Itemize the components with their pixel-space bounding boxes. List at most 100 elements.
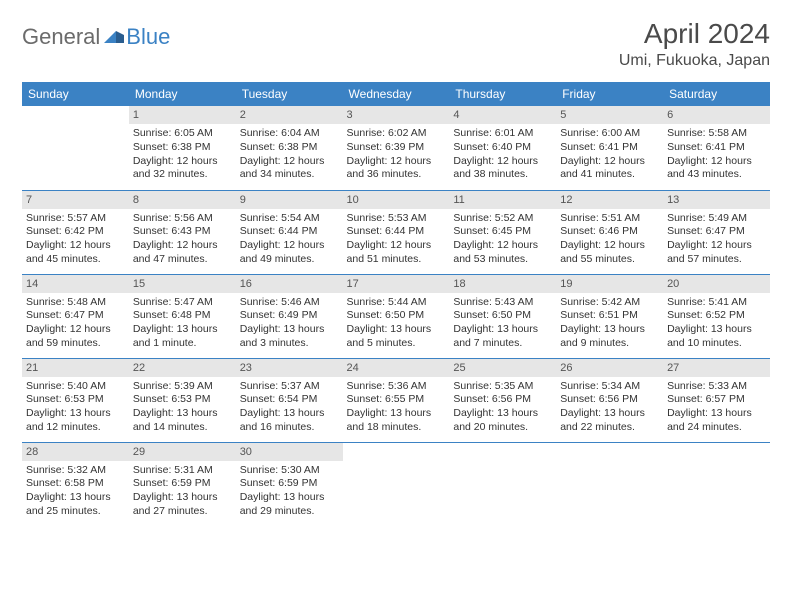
daylight-text: Daylight: 12 hours bbox=[26, 323, 125, 337]
day-number: 4 bbox=[449, 106, 556, 124]
sunrise-text: Sunrise: 5:47 AM bbox=[133, 296, 232, 310]
day-number: 30 bbox=[236, 443, 343, 461]
daylight-text: and 45 minutes. bbox=[26, 253, 125, 267]
sunrise-text: Sunrise: 5:48 AM bbox=[26, 296, 125, 310]
daylight-text: Daylight: 13 hours bbox=[240, 323, 339, 337]
calendar-cell: 26Sunrise: 5:34 AMSunset: 6:56 PMDayligh… bbox=[556, 358, 663, 442]
day-number: 19 bbox=[556, 275, 663, 293]
daylight-text: and 53 minutes. bbox=[453, 253, 552, 267]
title-block: April 2024 Umi, Fukuoka, Japan bbox=[619, 18, 770, 70]
day-number: 17 bbox=[343, 275, 450, 293]
sunrise-text: Sunrise: 5:33 AM bbox=[667, 380, 766, 394]
logo-icon bbox=[104, 27, 124, 48]
sunrise-text: Sunrise: 5:35 AM bbox=[453, 380, 552, 394]
daylight-text: and 57 minutes. bbox=[667, 253, 766, 267]
day-number: 6 bbox=[663, 106, 770, 124]
sunset-text: Sunset: 6:46 PM bbox=[560, 225, 659, 239]
sunset-text: Sunset: 6:47 PM bbox=[667, 225, 766, 239]
sunrise-text: Sunrise: 5:37 AM bbox=[240, 380, 339, 394]
weekday-header-row: Sunday Monday Tuesday Wednesday Thursday… bbox=[22, 82, 770, 106]
calendar-cell: 30Sunrise: 5:30 AMSunset: 6:59 PMDayligh… bbox=[236, 442, 343, 526]
sunset-text: Sunset: 6:41 PM bbox=[667, 141, 766, 155]
daylight-text: and 25 minutes. bbox=[26, 505, 125, 519]
calendar-cell: 21Sunrise: 5:40 AMSunset: 6:53 PMDayligh… bbox=[22, 358, 129, 442]
sunrise-text: Sunrise: 5:36 AM bbox=[347, 380, 446, 394]
sunset-text: Sunset: 6:39 PM bbox=[347, 141, 446, 155]
daylight-text: and 27 minutes. bbox=[133, 505, 232, 519]
sunrise-text: Sunrise: 6:02 AM bbox=[347, 127, 446, 141]
day-number: 7 bbox=[22, 191, 129, 209]
daylight-text: and 38 minutes. bbox=[453, 168, 552, 182]
sunrise-text: Sunrise: 5:58 AM bbox=[667, 127, 766, 141]
day-number: 12 bbox=[556, 191, 663, 209]
day-number: 9 bbox=[236, 191, 343, 209]
daylight-text: and 16 minutes. bbox=[240, 421, 339, 435]
day-number: 16 bbox=[236, 275, 343, 293]
daylight-text: and 1 minute. bbox=[133, 337, 232, 351]
daylight-text: Daylight: 13 hours bbox=[560, 407, 659, 421]
calendar-cell: 12 Sunrise: 5:51 AMSunset: 6:46 PMDayligh… bbox=[556, 190, 663, 274]
daylight-text: Daylight: 12 hours bbox=[240, 239, 339, 253]
daylight-text: Daylight: 13 hours bbox=[453, 323, 552, 337]
daylight-text: Daylight: 13 hours bbox=[133, 323, 232, 337]
daylight-text: and 18 minutes. bbox=[347, 421, 446, 435]
calendar-cell: 19Sunrise: 5:42 AMSunset: 6:51 PMDayligh… bbox=[556, 274, 663, 358]
daylight-text: and 14 minutes. bbox=[133, 421, 232, 435]
calendar-cell bbox=[22, 106, 129, 190]
calendar-row: 14Sunrise: 5:48 AMSunset: 6:47 PMDayligh… bbox=[22, 274, 770, 358]
calendar-cell: 11Sunrise: 5:52 AMSunset: 6:45 PMDayligh… bbox=[449, 190, 556, 274]
calendar-cell bbox=[556, 442, 663, 526]
calendar-cell: 14Sunrise: 5:48 AMSunset: 6:47 PMDayligh… bbox=[22, 274, 129, 358]
calendar-cell: 13Sunrise: 5:49 AMSunset: 6:47 PMDayligh… bbox=[663, 190, 770, 274]
calendar-cell: 17Sunrise: 5:44 AMSunset: 6:50 PMDayligh… bbox=[343, 274, 450, 358]
calendar-cell: 9Sunrise: 5:54 AMSunset: 6:44 PMDaylight… bbox=[236, 190, 343, 274]
weekday-header: Monday bbox=[129, 82, 236, 106]
logo-text-blue: Blue bbox=[126, 24, 170, 50]
daylight-text: and 9 minutes. bbox=[560, 337, 659, 351]
daylight-text: and 24 minutes. bbox=[667, 421, 766, 435]
daylight-text: Daylight: 13 hours bbox=[347, 407, 446, 421]
calendar-cell: 20Sunrise: 5:41 AMSunset: 6:52 PMDayligh… bbox=[663, 274, 770, 358]
daylight-text: and 51 minutes. bbox=[347, 253, 446, 267]
daylight-text: and 59 minutes. bbox=[26, 337, 125, 351]
sunset-text: Sunset: 6:41 PM bbox=[560, 141, 659, 155]
daylight-text: and 10 minutes. bbox=[667, 337, 766, 351]
sunset-text: Sunset: 6:50 PM bbox=[347, 309, 446, 323]
day-number: 2 bbox=[236, 106, 343, 124]
daylight-text: and 7 minutes. bbox=[453, 337, 552, 351]
sunrise-text: Sunrise: 5:52 AM bbox=[453, 212, 552, 226]
day-number: 23 bbox=[236, 359, 343, 377]
sunset-text: Sunset: 6:40 PM bbox=[453, 141, 552, 155]
daylight-text: and 22 minutes. bbox=[560, 421, 659, 435]
daylight-text: and 41 minutes. bbox=[560, 168, 659, 182]
day-number: 10 bbox=[343, 191, 450, 209]
sunrise-text: Sunrise: 5:34 AM bbox=[560, 380, 659, 394]
day-number: 14 bbox=[22, 275, 129, 293]
daylight-text: Daylight: 12 hours bbox=[560, 239, 659, 253]
calendar-cell: 1Sunrise: 6:05 AMSunset: 6:38 PMDaylight… bbox=[129, 106, 236, 190]
day-number: 24 bbox=[343, 359, 450, 377]
calendar-cell: 3Sunrise: 6:02 AMSunset: 6:39 PMDaylight… bbox=[343, 106, 450, 190]
daylight-text: Daylight: 13 hours bbox=[453, 407, 552, 421]
daylight-text: Daylight: 13 hours bbox=[560, 323, 659, 337]
daylight-text: and 49 minutes. bbox=[240, 253, 339, 267]
month-title: April 2024 bbox=[619, 18, 770, 50]
day-number: 15 bbox=[129, 275, 236, 293]
sunrise-text: Sunrise: 5:44 AM bbox=[347, 296, 446, 310]
sunrise-text: Sunrise: 5:51 AM bbox=[560, 212, 659, 226]
sunset-text: Sunset: 6:53 PM bbox=[26, 393, 125, 407]
sunset-text: Sunset: 6:56 PM bbox=[560, 393, 659, 407]
daylight-text: and 43 minutes. bbox=[667, 168, 766, 182]
day-number: 25 bbox=[449, 359, 556, 377]
daylight-text: Daylight: 13 hours bbox=[667, 323, 766, 337]
location: Umi, Fukuoka, Japan bbox=[619, 52, 770, 70]
logo-text-general: General bbox=[22, 24, 100, 50]
calendar-cell bbox=[449, 442, 556, 526]
calendar-cell: 29Sunrise: 5:31 AMSunset: 6:59 PMDayligh… bbox=[129, 442, 236, 526]
day-number: 11 bbox=[449, 191, 556, 209]
daylight-text: and 32 minutes. bbox=[133, 168, 232, 182]
calendar-cell: 4Sunrise: 6:01 AMSunset: 6:40 PMDaylight… bbox=[449, 106, 556, 190]
sunrise-text: Sunrise: 5:41 AM bbox=[667, 296, 766, 310]
day-number: 13 bbox=[663, 191, 770, 209]
calendar-cell: 8Sunrise: 5:56 AMSunset: 6:43 PMDaylight… bbox=[129, 190, 236, 274]
